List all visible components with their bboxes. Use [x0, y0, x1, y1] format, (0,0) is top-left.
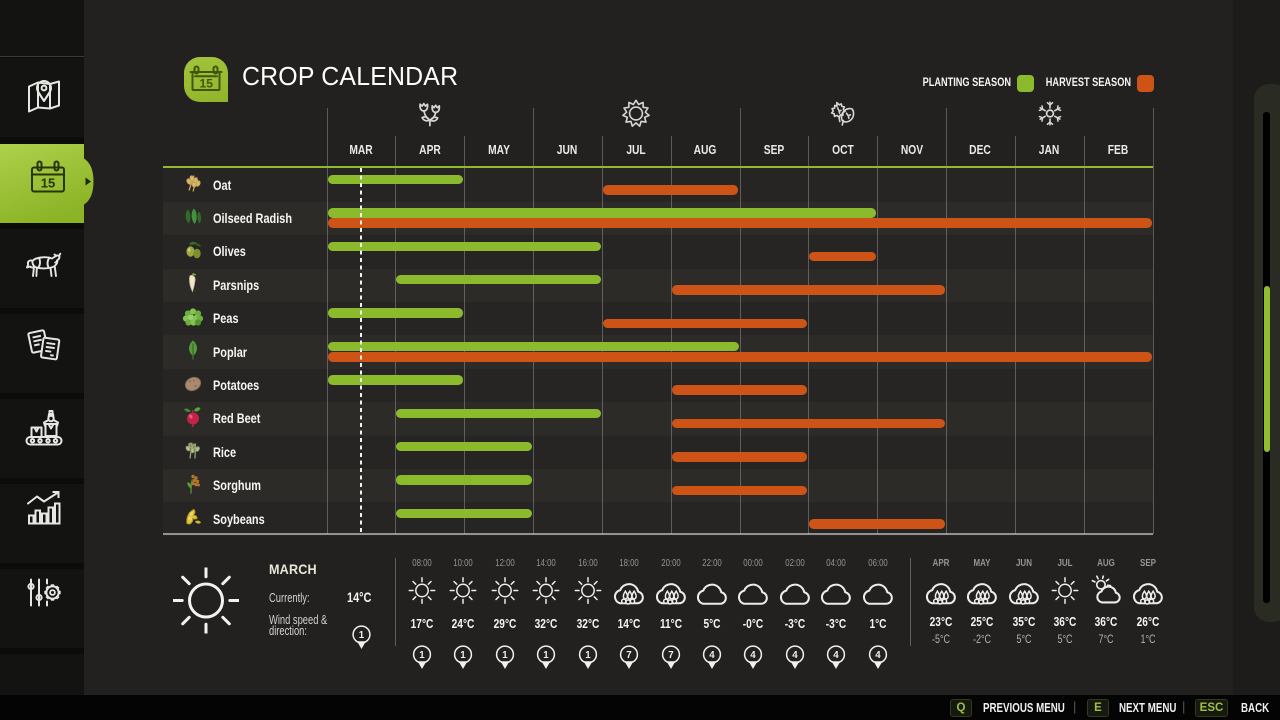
- svg-text:1: 1: [502, 650, 508, 661]
- svg-text:4: 4: [709, 650, 715, 661]
- svg-text:1: 1: [460, 650, 466, 661]
- svg-text:1: 1: [359, 630, 365, 641]
- svg-text:4: 4: [875, 650, 881, 661]
- svg-text:15: 15: [40, 176, 54, 191]
- svg-text:4: 4: [834, 650, 840, 661]
- svg-text:1: 1: [419, 650, 425, 661]
- svg-text:1: 1: [543, 650, 549, 661]
- svg-text:4: 4: [751, 650, 757, 661]
- svg-text:7: 7: [626, 650, 631, 661]
- svg-text:15: 15: [200, 77, 214, 91]
- svg-text:4: 4: [792, 650, 798, 661]
- svg-text:1: 1: [585, 650, 591, 661]
- svg-text:7: 7: [668, 650, 673, 661]
